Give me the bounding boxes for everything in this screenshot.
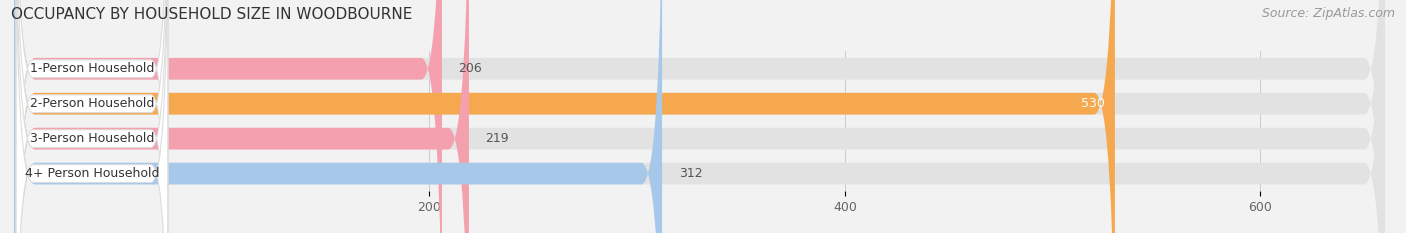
Text: 4+ Person Household: 4+ Person Household (25, 167, 159, 180)
FancyBboxPatch shape (15, 0, 167, 233)
FancyBboxPatch shape (14, 0, 1115, 233)
FancyBboxPatch shape (14, 0, 470, 233)
FancyBboxPatch shape (14, 0, 662, 233)
Text: 1-Person Household: 1-Person Household (30, 62, 155, 75)
FancyBboxPatch shape (15, 0, 167, 233)
FancyBboxPatch shape (15, 0, 167, 233)
Text: OCCUPANCY BY HOUSEHOLD SIZE IN WOODBOURNE: OCCUPANCY BY HOUSEHOLD SIZE IN WOODBOURN… (11, 7, 412, 22)
Text: 530: 530 (1081, 97, 1105, 110)
Text: Source: ZipAtlas.com: Source: ZipAtlas.com (1261, 7, 1395, 20)
FancyBboxPatch shape (14, 0, 441, 233)
Text: 312: 312 (679, 167, 703, 180)
FancyBboxPatch shape (14, 0, 1385, 233)
FancyBboxPatch shape (14, 0, 1385, 233)
Text: 206: 206 (458, 62, 482, 75)
FancyBboxPatch shape (15, 0, 167, 233)
Text: 3-Person Household: 3-Person Household (30, 132, 155, 145)
FancyBboxPatch shape (14, 0, 1385, 233)
FancyBboxPatch shape (14, 0, 1385, 233)
Text: 2-Person Household: 2-Person Household (30, 97, 155, 110)
Text: 219: 219 (485, 132, 509, 145)
